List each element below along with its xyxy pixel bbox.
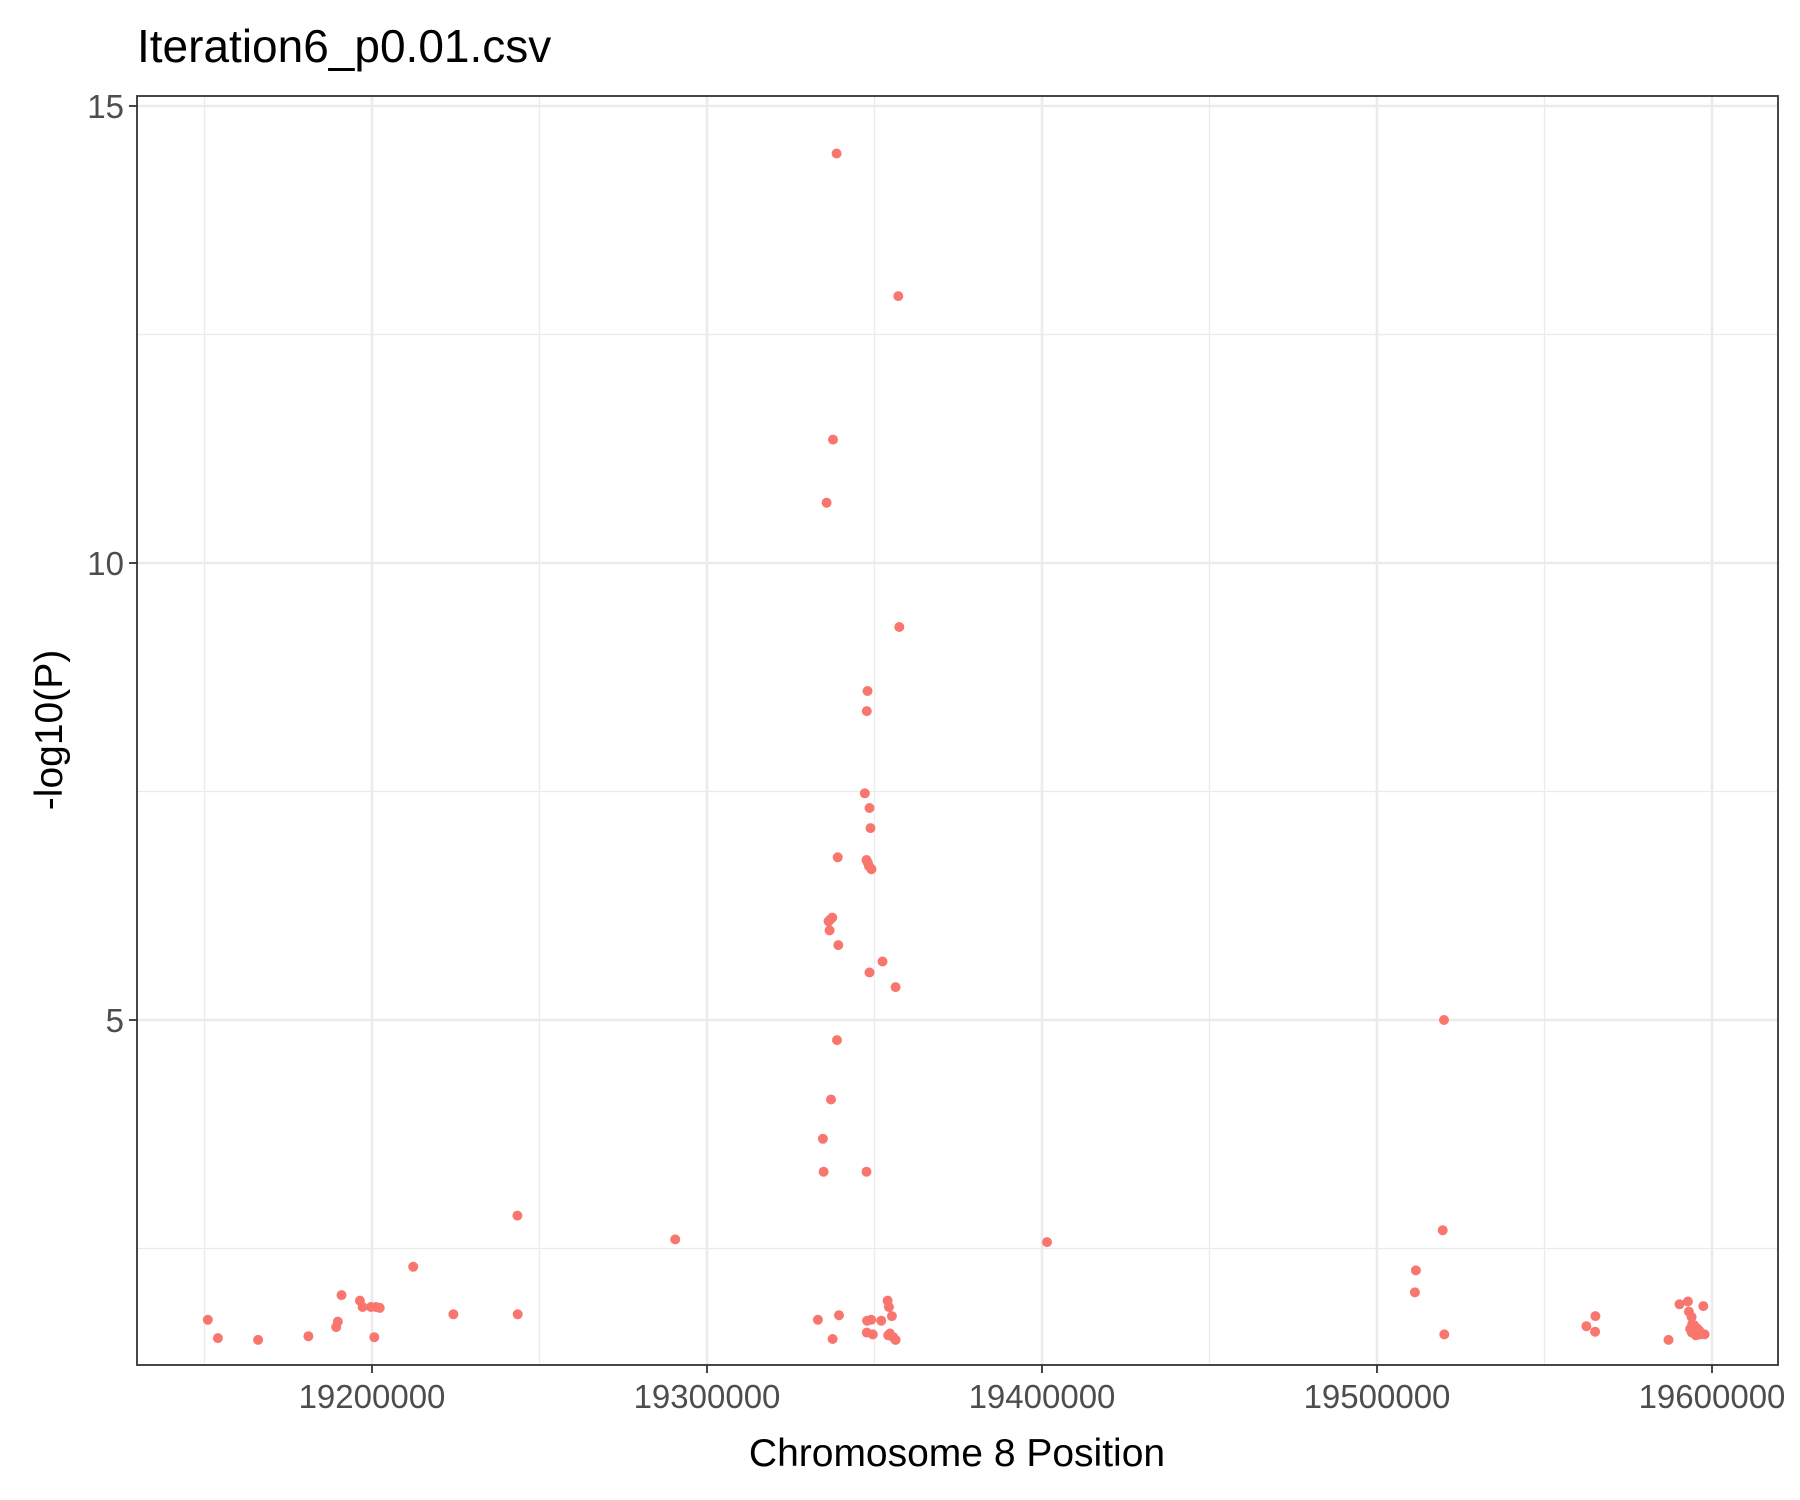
data-point xyxy=(1682,1296,1693,1307)
data-point xyxy=(864,803,875,813)
data-point xyxy=(357,1302,368,1312)
data-point xyxy=(303,1331,314,1342)
x-tick-label: 19600000 xyxy=(1639,1378,1786,1415)
data-point xyxy=(212,1333,223,1344)
data-point xyxy=(1590,1326,1601,1337)
data-point xyxy=(883,1302,894,1312)
x-tick-label: 19400000 xyxy=(969,1378,1116,1415)
data-point xyxy=(859,788,870,799)
data-point xyxy=(1439,1015,1449,1025)
data-point xyxy=(817,1133,828,1144)
data-point xyxy=(1437,1225,1448,1236)
data-point xyxy=(867,1329,878,1340)
data-point xyxy=(862,686,873,696)
data-point xyxy=(448,1309,459,1320)
data-point xyxy=(893,291,904,302)
data-point xyxy=(831,148,842,159)
data-points xyxy=(202,148,1710,1345)
x-tick-label: 19300000 xyxy=(634,1378,781,1415)
data-point xyxy=(824,925,835,936)
y-tick-label: 15 xyxy=(87,88,124,125)
data-point xyxy=(832,852,843,863)
x-tick-label: 19200000 xyxy=(299,1378,446,1415)
x-tick-label: 19500000 xyxy=(1304,1378,1451,1415)
data-point xyxy=(864,967,875,978)
data-point xyxy=(832,1035,842,1046)
data-point xyxy=(369,1332,380,1343)
data-point xyxy=(512,1210,523,1221)
data-point xyxy=(331,1322,342,1333)
y-tick-label: 5 xyxy=(106,1002,124,1039)
data-point xyxy=(408,1261,419,1272)
data-point xyxy=(866,1314,877,1325)
data-point xyxy=(1410,1265,1421,1276)
axis-tick-labels: 19200000 19300000 19400000 19500000 19600000… xyxy=(87,88,1785,1415)
data-point xyxy=(886,1311,897,1322)
data-point xyxy=(861,706,872,717)
x-axis-title: Chromosome 8 Position xyxy=(749,1432,1165,1475)
data-point xyxy=(826,1094,836,1105)
data-point xyxy=(834,1310,844,1321)
data-point xyxy=(253,1334,264,1345)
data-point xyxy=(512,1309,523,1320)
data-point xyxy=(827,1334,838,1344)
grid-lines xyxy=(137,96,1778,1365)
data-point xyxy=(876,1315,887,1326)
data-point xyxy=(202,1314,213,1325)
data-point xyxy=(1698,1301,1709,1312)
data-point xyxy=(1694,1329,1705,1340)
data-point xyxy=(1581,1321,1592,1332)
data-point xyxy=(890,1334,901,1345)
data-point xyxy=(833,940,844,951)
data-point xyxy=(1663,1334,1674,1345)
data-point xyxy=(1674,1299,1685,1310)
data-point xyxy=(812,1314,823,1325)
data-point xyxy=(828,434,838,445)
data-point xyxy=(821,497,832,508)
data-point xyxy=(865,823,876,834)
y-axis-title: -log10(P) xyxy=(28,650,71,810)
data-point xyxy=(823,916,834,927)
axis-ticks xyxy=(129,105,1713,1373)
data-point xyxy=(336,1290,347,1301)
data-point xyxy=(1409,1287,1420,1298)
data-point xyxy=(894,622,905,632)
y-tick-label: 10 xyxy=(87,545,124,582)
data-point xyxy=(818,1166,829,1177)
data-point xyxy=(374,1302,385,1313)
data-point xyxy=(1590,1311,1601,1322)
panel-border xyxy=(136,95,1779,1366)
data-point xyxy=(1042,1237,1052,1248)
data-point xyxy=(877,956,888,967)
data-point xyxy=(1686,1312,1697,1322)
chart-title: Iteration6_p0.01.csv xyxy=(137,20,551,72)
data-point xyxy=(670,1234,681,1245)
data-point xyxy=(890,982,901,993)
data-point xyxy=(866,864,877,875)
data-point xyxy=(861,1166,872,1177)
data-point xyxy=(1439,1329,1450,1340)
data-point xyxy=(1685,1323,1696,1334)
